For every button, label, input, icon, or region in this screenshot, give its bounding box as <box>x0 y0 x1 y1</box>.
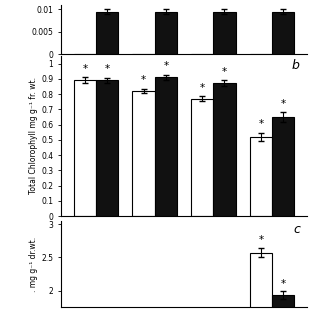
Text: *: * <box>105 64 110 74</box>
Bar <box>155 12 177 54</box>
Text: *: * <box>281 99 286 108</box>
Text: *: * <box>222 67 227 76</box>
Bar <box>250 137 272 216</box>
Y-axis label: Total Chlorophyll mg g⁻¹ fr. wt.: Total Chlorophyll mg g⁻¹ fr. wt. <box>29 77 38 195</box>
Bar <box>96 80 118 216</box>
Bar <box>213 84 236 216</box>
Text: c: c <box>293 222 300 236</box>
Text: *: * <box>281 279 286 289</box>
Y-axis label: . mg g⁻¹ dr.wt.: . mg g⁻¹ dr.wt. <box>29 236 38 292</box>
Text: b: b <box>292 59 300 72</box>
Text: *: * <box>82 64 87 74</box>
Text: *: * <box>258 119 263 129</box>
Bar <box>96 12 118 54</box>
Bar <box>272 117 294 216</box>
Text: *: * <box>163 61 168 71</box>
Bar <box>250 253 272 320</box>
Bar <box>191 99 213 216</box>
Text: *: * <box>258 236 263 245</box>
Bar <box>213 12 236 54</box>
Bar <box>272 12 294 54</box>
Bar <box>155 77 177 216</box>
Text: *: * <box>141 75 146 85</box>
Bar <box>74 80 96 216</box>
Text: *: * <box>200 83 205 92</box>
Bar <box>132 91 155 216</box>
Bar <box>272 295 294 320</box>
